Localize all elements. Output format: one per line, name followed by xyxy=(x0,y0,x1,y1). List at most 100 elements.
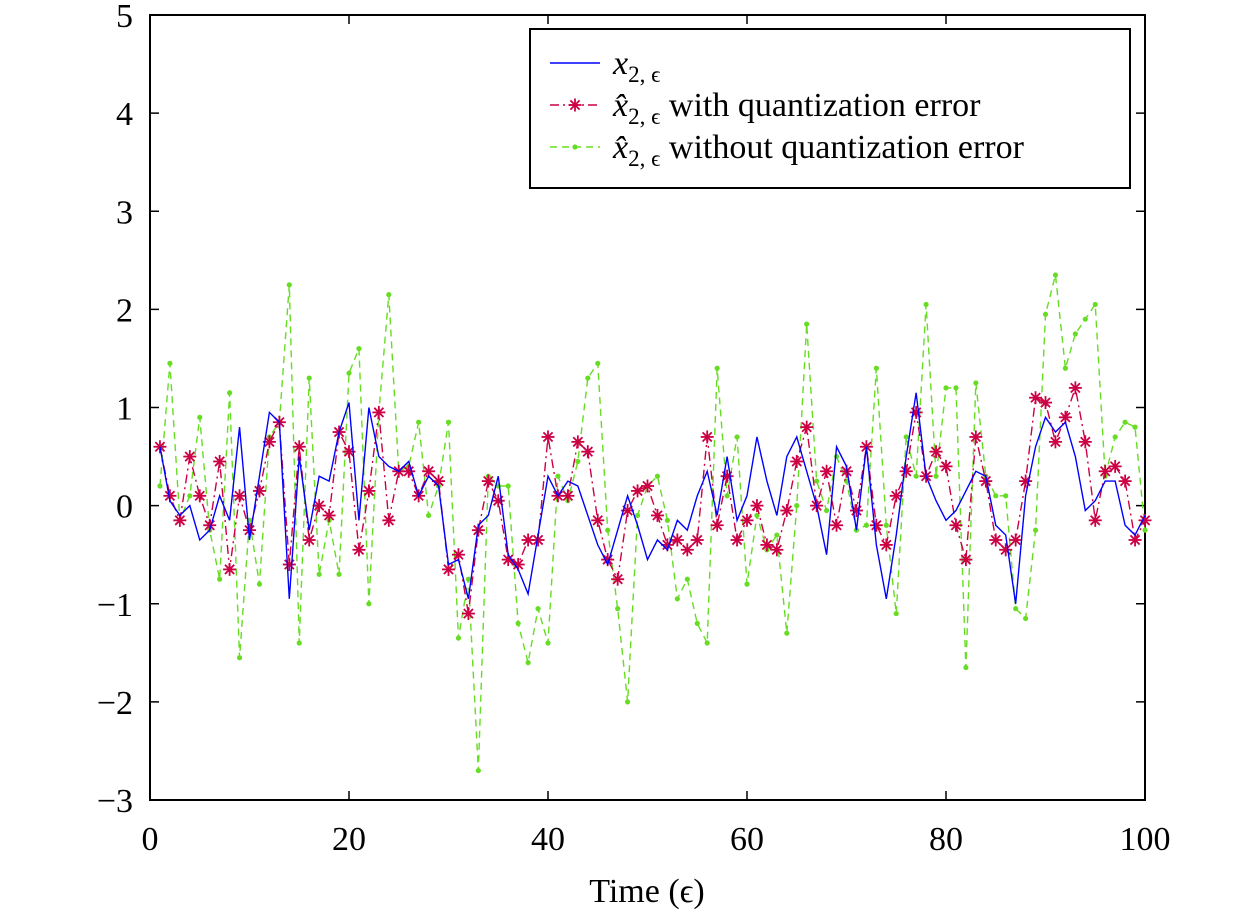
legend-box xyxy=(529,28,1131,189)
data-point xyxy=(581,445,595,459)
data-point xyxy=(933,473,939,479)
data-point xyxy=(286,282,292,288)
y-axis: −3 −2 −1 0 1 2 3 4 5 xyxy=(97,0,1145,820)
data-point xyxy=(1029,391,1043,405)
data-point xyxy=(1088,513,1102,527)
data-point xyxy=(893,610,899,617)
data-point xyxy=(416,419,422,425)
data-point xyxy=(869,518,883,532)
legend-marker xyxy=(572,144,578,150)
data-point xyxy=(571,435,585,449)
data-point xyxy=(863,522,870,528)
data-point xyxy=(690,533,704,547)
data-point xyxy=(505,483,511,489)
data-point xyxy=(634,512,641,519)
data-point xyxy=(929,445,943,459)
data-point xyxy=(322,508,336,522)
data-point xyxy=(213,454,227,468)
data-point xyxy=(296,640,302,646)
data-point xyxy=(525,660,531,666)
data-point xyxy=(236,655,243,661)
data-point xyxy=(193,489,207,503)
data-point xyxy=(1108,459,1122,473)
data-point xyxy=(1013,606,1019,612)
data-point xyxy=(595,360,601,366)
data-point xyxy=(730,533,744,547)
data-point xyxy=(1023,615,1029,622)
data-point xyxy=(386,292,392,298)
data-point xyxy=(1048,435,1062,449)
data-point xyxy=(943,385,949,391)
data-point xyxy=(969,430,983,444)
data-point xyxy=(760,538,774,552)
data-point xyxy=(744,581,750,587)
data-point xyxy=(292,440,306,454)
data-point xyxy=(312,499,326,513)
data-point xyxy=(521,533,535,547)
data-point xyxy=(256,581,263,587)
data-point xyxy=(999,543,1013,557)
legend-marker xyxy=(568,98,582,112)
data-point xyxy=(352,543,366,557)
data-point xyxy=(465,576,471,582)
data-point xyxy=(252,484,266,498)
y-tick-label: 5 xyxy=(116,0,133,35)
x-tick-label: 80 xyxy=(929,821,963,858)
y-tick-label: −3 xyxy=(97,783,133,820)
data-point xyxy=(1032,527,1039,533)
y-tick-label: −1 xyxy=(97,587,133,624)
data-point xyxy=(959,553,973,567)
data-point xyxy=(714,365,720,371)
data-point xyxy=(575,458,581,465)
legend-label: x̂2, ϵ with quantization error xyxy=(612,87,981,129)
data-point xyxy=(555,473,561,479)
data-point xyxy=(535,606,541,612)
data-point xyxy=(684,576,690,582)
data-point xyxy=(183,450,197,464)
series-layer xyxy=(153,272,1152,774)
data-point xyxy=(631,484,645,498)
data-point xyxy=(611,572,625,586)
data-point xyxy=(1082,316,1088,322)
data-point xyxy=(833,453,840,460)
legend-entry-1: x̂2, ϵ with quantization error xyxy=(550,87,981,129)
y-tick-label: 1 xyxy=(116,391,133,428)
data-point xyxy=(306,375,312,381)
data-point xyxy=(794,503,800,509)
series-2 xyxy=(157,272,1148,774)
series-line xyxy=(159,274,1146,771)
series-line xyxy=(159,392,1146,604)
x-tick-label: 100 xyxy=(1120,821,1171,858)
data-point xyxy=(784,630,790,636)
data-point xyxy=(316,571,322,577)
data-point xyxy=(515,620,521,626)
data-point xyxy=(1132,424,1138,430)
data-point xyxy=(913,473,919,479)
series-line xyxy=(159,385,1146,614)
data-point xyxy=(680,543,694,557)
y-tick-label: 0 xyxy=(116,489,133,526)
data-point xyxy=(541,430,555,444)
legend: x2, ϵx̂2, ϵ with quantization errorx̂2, … xyxy=(529,28,1131,189)
data-point xyxy=(770,543,784,557)
data-point xyxy=(1112,434,1118,440)
data-point xyxy=(939,459,953,473)
data-point xyxy=(824,507,830,514)
data-point xyxy=(1092,301,1098,308)
data-point xyxy=(883,522,889,528)
data-point xyxy=(372,405,386,419)
data-point xyxy=(1122,419,1128,425)
legend-label: x2, ϵ xyxy=(612,45,660,87)
data-point xyxy=(700,430,714,444)
data-point xyxy=(591,513,605,527)
series-0 xyxy=(159,392,1146,604)
data-point xyxy=(511,558,525,571)
data-point xyxy=(625,699,631,705)
data-point xyxy=(909,405,923,419)
data-point xyxy=(670,533,684,547)
data-point xyxy=(899,464,913,478)
data-point xyxy=(382,513,396,527)
data-point xyxy=(282,558,296,571)
data-point xyxy=(650,508,664,522)
data-point xyxy=(790,454,804,468)
